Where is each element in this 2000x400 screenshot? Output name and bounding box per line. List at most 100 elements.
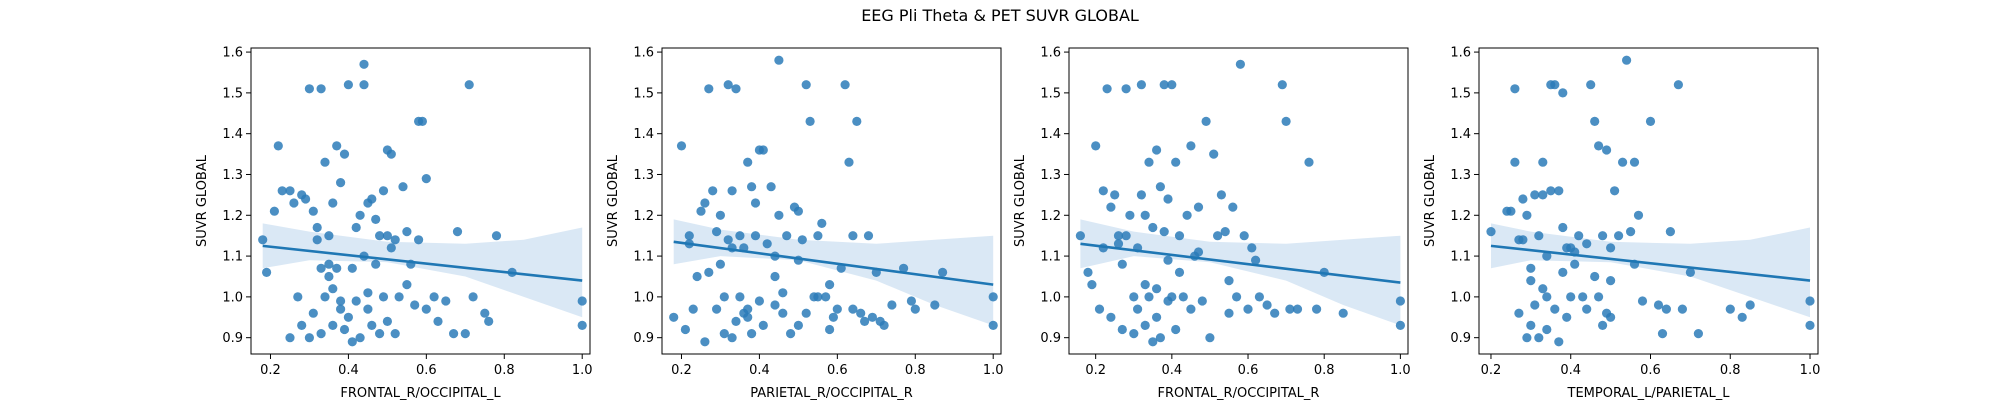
x-axis-label: TEMPORAL_L/PARIETAL_L	[1567, 386, 1731, 400]
data-point	[1645, 116, 1656, 126]
data-point	[700, 198, 710, 208]
data-point	[860, 316, 870, 326]
data-point	[828, 312, 839, 322]
y-tick-label: 0.9	[1040, 331, 1061, 346]
data-point	[1725, 304, 1735, 314]
data-point	[1633, 210, 1644, 220]
data-point	[840, 80, 850, 90]
data-point	[821, 292, 831, 302]
data-point	[774, 55, 784, 65]
confidence-band	[1080, 219, 1401, 326]
data-point	[1148, 222, 1158, 233]
data-point	[793, 320, 804, 330]
data-point	[1159, 227, 1169, 237]
data-point	[351, 296, 361, 306]
axes-frame	[250, 47, 591, 355]
y-tick-label: 1.2	[222, 209, 243, 224]
x-tick-label: 1.0	[1800, 363, 1821, 378]
data-point	[1514, 308, 1524, 318]
data-point	[743, 312, 753, 322]
regression-line	[1490, 244, 1811, 282]
x-tick-label: 0.2	[260, 363, 281, 378]
x-tick-label: 1.0	[1390, 363, 1411, 378]
data-point	[1737, 312, 1747, 322]
data-point	[743, 157, 753, 167]
data-point	[491, 231, 502, 241]
data-point	[1144, 157, 1154, 167]
data-point	[848, 231, 858, 241]
data-point	[258, 235, 268, 245]
data-point	[879, 320, 889, 330]
data-point	[1205, 333, 1215, 343]
x-tick-label: 0.6	[1238, 363, 1259, 378]
data-point	[1251, 255, 1261, 265]
data-point	[778, 308, 788, 318]
data-point	[708, 186, 718, 196]
x-tick-label: 0.6	[416, 363, 437, 378]
data-point	[676, 141, 687, 151]
x-tick-label: 0.2	[671, 363, 692, 378]
data-point	[421, 174, 431, 184]
data-point	[1693, 329, 1703, 339]
data-point	[1637, 296, 1648, 306]
data-point	[1270, 308, 1280, 318]
data-point	[743, 304, 753, 314]
data-point	[1626, 227, 1636, 237]
data-point	[378, 292, 389, 302]
data-point	[910, 304, 920, 314]
x-axis-label: FRONTAL_R/OCCIPITAL_R	[1158, 386, 1320, 400]
data-point	[735, 292, 745, 302]
x-tick-label: 0.2	[1085, 363, 1106, 378]
y-axis-label: SUVR GLOBAL	[1423, 154, 1438, 247]
x-tick-label: 0.8	[905, 363, 926, 378]
data-point	[1117, 259, 1127, 269]
data-point	[844, 157, 854, 167]
data-point	[269, 206, 279, 216]
data-point	[429, 292, 439, 302]
data-point	[324, 259, 334, 269]
subplot-3: 0.2 0.4 0.6 0.8 1.0 0.9 1.0 1.1 1.2 1.3 1.4 1.5 1.6 F…	[1013, 46, 1411, 400]
data-point	[351, 222, 361, 233]
data-point	[402, 280, 412, 290]
data-point	[1622, 55, 1632, 65]
data-point	[797, 235, 807, 245]
data-point	[1586, 80, 1596, 90]
data-point	[1602, 145, 1612, 155]
data-point	[1113, 231, 1124, 241]
data-point	[452, 227, 463, 237]
data-point	[906, 296, 917, 306]
data-point	[577, 320, 587, 330]
data-point	[1526, 276, 1536, 286]
x-tick-label: 0.2	[1481, 363, 1502, 378]
data-point	[988, 320, 998, 330]
data-point	[316, 84, 326, 94]
data-point	[1224, 308, 1234, 318]
data-point	[336, 304, 346, 314]
data-point	[856, 308, 866, 318]
data-point	[669, 312, 679, 322]
data-point	[1144, 292, 1154, 302]
x-tick-label: 0.6	[1640, 363, 1661, 378]
data-point	[1598, 231, 1608, 241]
data-point	[1129, 292, 1139, 302]
data-point	[1653, 300, 1664, 310]
data-point	[460, 329, 470, 339]
data-point	[813, 231, 823, 241]
data-point	[1174, 267, 1185, 277]
data-point	[719, 329, 729, 339]
data-point	[367, 194, 377, 204]
data-point	[1745, 300, 1755, 310]
data-point	[1148, 337, 1158, 347]
data-point	[386, 149, 396, 159]
data-point	[766, 182, 776, 192]
data-point	[1677, 304, 1687, 314]
data-point	[375, 329, 385, 339]
y-tick-label: 1.6	[1040, 46, 1061, 61]
data-point	[363, 288, 373, 298]
data-point	[735, 231, 745, 241]
data-point	[1558, 88, 1568, 98]
data-point	[801, 80, 811, 90]
x-axis-label: FRONTAL_R/OCCIPITAL_L	[340, 386, 501, 400]
data-point	[863, 231, 874, 241]
axes-frame	[1068, 47, 1409, 355]
